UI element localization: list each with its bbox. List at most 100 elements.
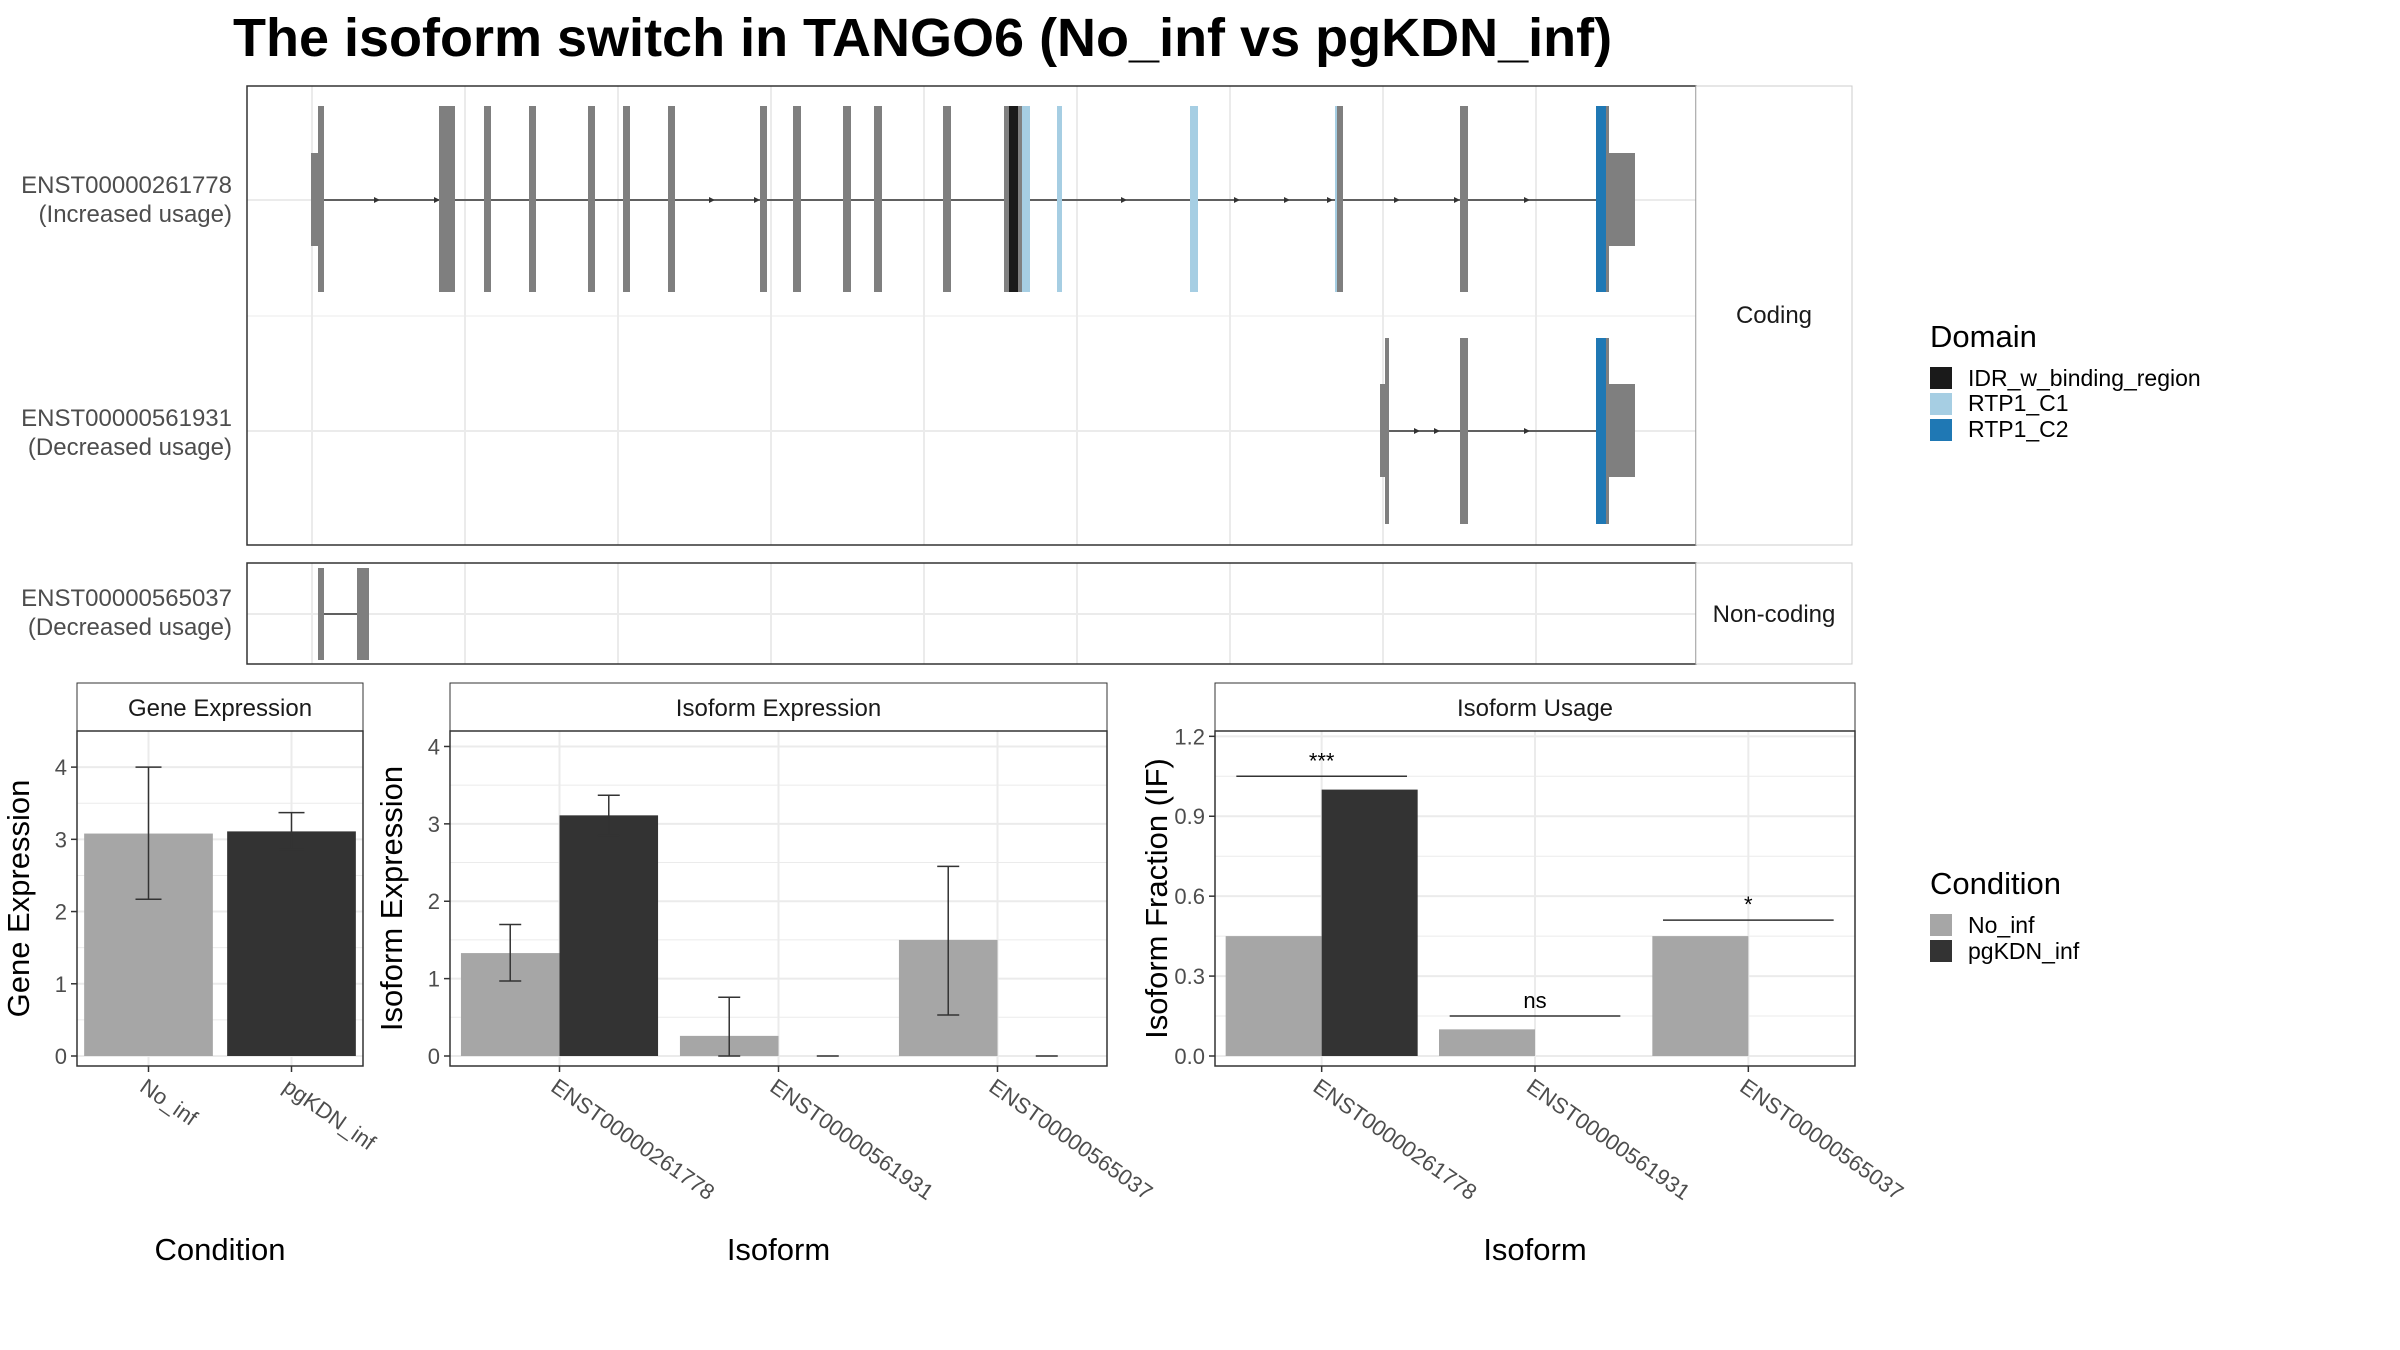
significance-label: *** xyxy=(1309,748,1335,773)
plot-border xyxy=(1214,730,1856,1067)
intron-arrow xyxy=(1234,197,1240,203)
legend-swatch-rtp1-c1 xyxy=(1930,393,1952,415)
legend-label-rtp1-c2: RTP1_C2 xyxy=(1968,416,2069,442)
domain-legend: Domain IDR_w_binding_region RTP1_C1 RTP1… xyxy=(1930,319,2201,442)
exon-block xyxy=(843,106,851,292)
intron-arrow xyxy=(1524,428,1530,434)
exon-block xyxy=(318,568,324,660)
gene-expression-panel: Gene Expression 0 1 2 3 4 No_inf pgKDN_inf Gene … xyxy=(1,682,381,1267)
x-axis-title: Isoform xyxy=(727,1232,830,1267)
bar xyxy=(1652,936,1749,1056)
utr-block xyxy=(311,153,320,246)
x-tick-label: ENST00000261778 xyxy=(1309,1074,1482,1205)
y-tick-label: 0 xyxy=(428,1044,440,1069)
legend-label-no-inf: No_inf xyxy=(1968,912,2035,938)
intron-arrow xyxy=(1524,197,1530,203)
utr-block xyxy=(1609,384,1635,477)
intron-arrow xyxy=(1414,428,1420,434)
intron-arrow xyxy=(1434,428,1440,434)
x-tick-label: ENST00000561931 xyxy=(766,1074,939,1205)
domain-rtp1-c1-sliver xyxy=(1335,106,1337,292)
condition-legend: Condition No_inf pgKDN_inf xyxy=(1930,866,2080,964)
x-tick-label: ENST00000261778 xyxy=(547,1074,720,1205)
figure-title: The isoform switch in TANGO6 (No_inf vs … xyxy=(233,8,1612,68)
isoform-3-id: ENST00000565037 xyxy=(21,585,232,612)
x-tick-label: ENST00000565037 xyxy=(985,1074,1158,1205)
isoform-expression-panel: Isoform Expression 0 1 2 3 4 ENST00000261778 EN… xyxy=(374,682,1158,1267)
condition-legend-title: Condition xyxy=(1930,866,2061,901)
domain-rtp1-c2-block xyxy=(1596,338,1606,524)
exon-block xyxy=(760,106,767,292)
bar xyxy=(559,815,659,1056)
strip-header xyxy=(449,682,1108,732)
exon-block xyxy=(1335,106,1343,292)
panel-title: Gene Expression xyxy=(128,695,312,722)
exon-block xyxy=(668,106,675,292)
exon-block xyxy=(793,106,801,292)
isoform-1-id: ENST00000261778 xyxy=(21,172,232,199)
isoform-2-id: ENST00000561931 xyxy=(21,405,232,432)
plot-border xyxy=(76,730,364,1067)
x-tick-label: pgKDN_inf xyxy=(279,1074,381,1156)
y-tick-label: 0 xyxy=(55,1044,67,1069)
plot-border xyxy=(449,730,1108,1067)
noncoding-strip-box xyxy=(1695,562,1853,665)
significance-label: ns xyxy=(1523,988,1546,1013)
y-tick-label: 2 xyxy=(55,900,67,925)
x-axis-title: Isoform xyxy=(1483,1232,1586,1267)
y-tick-label: 4 xyxy=(428,734,440,759)
isoform-1-usage: (Increased usage) xyxy=(39,201,232,228)
utr-block xyxy=(1609,153,1635,246)
noncoding-strip-label: Non-coding xyxy=(1713,601,1836,628)
intron-arrow xyxy=(1121,197,1127,203)
y-tick-label: 0.6 xyxy=(1174,884,1205,909)
legend-swatch-pgkdn-inf xyxy=(1930,940,1952,962)
y-tick-label: 0.9 xyxy=(1174,804,1205,829)
structure-panel: Coding Non-coding ENST00000261778 (Incre… xyxy=(21,85,1853,665)
y-tick-label: 3 xyxy=(428,812,440,837)
exon-block xyxy=(1606,338,1609,524)
exon-block xyxy=(357,568,369,660)
domain-rtp1-c1-block xyxy=(1057,106,1062,292)
y-tick-label: 3 xyxy=(55,827,67,852)
exon-block xyxy=(874,106,882,292)
exon-block xyxy=(439,106,455,292)
y-axis-title: Isoform Fraction (IF) xyxy=(1139,758,1174,1039)
y-tick-label: 2 xyxy=(428,889,440,914)
panel-title: Isoform Expression xyxy=(676,695,881,722)
legend-swatch-rtp1-c2 xyxy=(1930,419,1952,441)
exon-block xyxy=(1460,338,1468,524)
y-tick-label: 1 xyxy=(55,972,67,997)
exon-block xyxy=(1460,106,1468,292)
exon-block xyxy=(529,106,536,292)
x-tick-label: ENST00000565037 xyxy=(1735,1074,1908,1205)
y-axis-title: Gene Expression xyxy=(1,780,36,1018)
x-tick-label: ENST00000561931 xyxy=(1522,1074,1695,1205)
domain-rtp1-c2-block xyxy=(1596,106,1606,292)
isoform-1-track xyxy=(311,106,1635,292)
domain-rtp1-c1-block xyxy=(1190,106,1198,292)
exon-block xyxy=(588,106,595,292)
domain-rtp1-c1-block xyxy=(1022,106,1030,292)
intron-arrow xyxy=(1327,197,1333,203)
isoform-2-usage: (Decreased usage) xyxy=(28,434,232,461)
intron-arrow xyxy=(1454,197,1460,203)
exon-block xyxy=(484,106,491,292)
x-tick-label: No_inf xyxy=(136,1074,203,1131)
legend-label-idr: IDR_w_binding_region xyxy=(1968,365,2201,391)
intron-arrow xyxy=(374,197,380,203)
bar xyxy=(1321,789,1418,1056)
x-axis-title: Condition xyxy=(155,1232,286,1267)
y-tick-label: 1.2 xyxy=(1174,724,1205,749)
domain-idr-block xyxy=(1009,106,1018,292)
intron-arrow xyxy=(1394,197,1400,203)
intron-arrow xyxy=(1284,197,1290,203)
coding-strip-label: Coding xyxy=(1736,302,1812,329)
utr-block xyxy=(1380,384,1388,477)
coding-strip-box xyxy=(1695,85,1853,546)
intron-arrow xyxy=(754,197,760,203)
domain-legend-title: Domain xyxy=(1930,319,2037,354)
isoform-usage-panel: Isoform Usage 0.0 0.3 0.6 0.9 1.2 ENST00000261… xyxy=(1139,682,1908,1267)
significance-label: * xyxy=(1744,892,1753,917)
y-tick-label: 4 xyxy=(55,755,67,780)
